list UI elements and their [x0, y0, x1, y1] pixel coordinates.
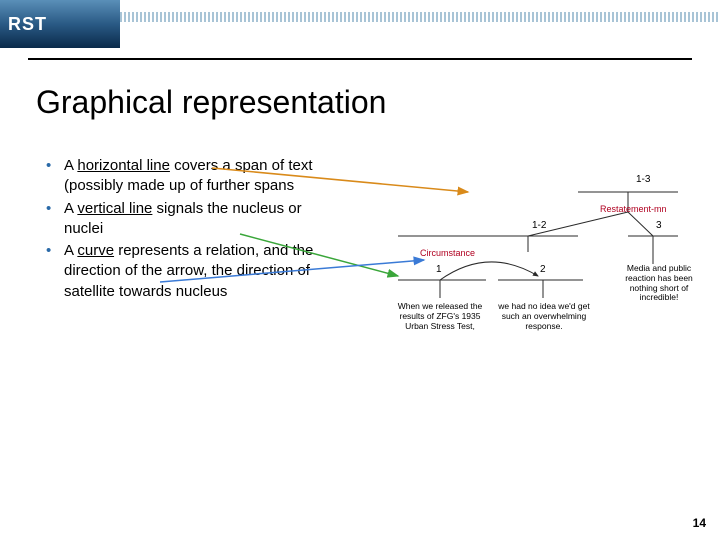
bullet-text: A [64, 157, 77, 174]
leaf-text: Media and public reaction has been nothi… [614, 264, 704, 303]
page-title: Graphical representation [36, 84, 386, 121]
leaf-text: When we released the results of ZFG's 19… [392, 302, 488, 331]
bullet-item: A curve represents a relation, and the d… [46, 241, 322, 302]
page-number: 14 [693, 516, 706, 530]
header-logo-text: RST [8, 14, 47, 35]
header-underline [28, 58, 692, 60]
rst-diagram: 1-3 1-2 3 1 2 Restatement-mn Circumstanc… [378, 168, 708, 388]
bullet-underline: curve [77, 242, 114, 259]
relation-label: Circumstance [420, 248, 475, 258]
header-logo: RST [0, 0, 120, 48]
header-stripe [120, 12, 720, 22]
span-label: 1 [436, 264, 442, 275]
header-band: RST [0, 0, 720, 62]
leaf-text: we had no idea we'd get such an overwhel… [496, 302, 592, 331]
bullet-list: A horizontal line covers a span of text … [46, 156, 322, 304]
bullet-text: A [64, 242, 77, 259]
bullet-underline: vertical line [77, 200, 152, 217]
span-label: 2 [540, 264, 546, 275]
span-label: 3 [656, 220, 662, 231]
bullet-item: A horizontal line covers a span of text … [46, 156, 322, 197]
bullet-underline: horizontal line [77, 157, 170, 174]
relation-label: Restatement-mn [600, 204, 667, 214]
span-label: 1-3 [636, 174, 650, 185]
span-label: 1-2 [532, 220, 546, 231]
bullet-item: A vertical line signals the nucleus or n… [46, 199, 322, 240]
bullet-text: A [64, 200, 77, 217]
